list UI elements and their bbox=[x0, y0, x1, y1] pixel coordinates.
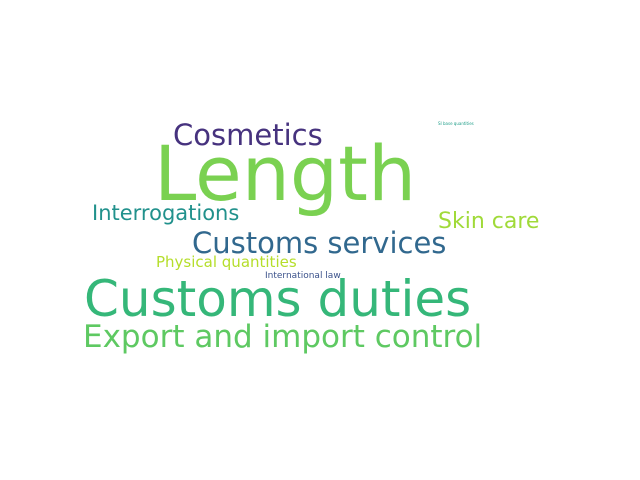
word-si-base-quantities: SI base quantities bbox=[438, 121, 474, 126]
word-interrogations: Interrogations bbox=[92, 201, 240, 225]
word-cosmetics: Cosmetics bbox=[173, 118, 323, 152]
word-customs-duties: Customs duties bbox=[84, 270, 472, 328]
word-export-and-import-control: Export and import control bbox=[83, 319, 483, 355]
word-physical-quantities: Physical quantities bbox=[156, 253, 297, 271]
word-length: Length bbox=[154, 129, 417, 218]
word-international-law: International law bbox=[265, 271, 341, 281]
word-customs-services: Customs services bbox=[192, 226, 447, 260]
word-skin-care: Skin care bbox=[438, 209, 540, 234]
